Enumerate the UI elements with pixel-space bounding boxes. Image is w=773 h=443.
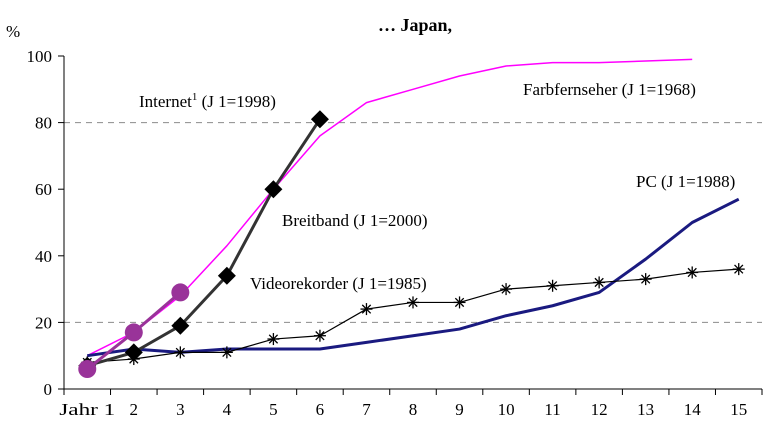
data-point-internet	[171, 316, 190, 335]
y-tick-label: 0	[44, 380, 53, 399]
series-internet	[78, 110, 329, 375]
data-point-videorekorder	[453, 296, 466, 309]
internet-annotation: Internet1 (J 1=1998)	[139, 91, 276, 111]
breitband-annotation: Breitband (J 1=2000)	[282, 211, 428, 230]
x-tick-label: 4	[223, 400, 232, 419]
y-tick-label: 100	[27, 47, 53, 66]
y-tick-label: 80	[35, 114, 52, 133]
data-point-videorekorder	[639, 273, 652, 286]
internet-label-name: Internet	[139, 92, 192, 111]
data-point-internet	[310, 110, 329, 129]
data-point-videorekorder	[220, 346, 233, 359]
data-point-videorekorder	[407, 296, 419, 309]
data-point-internet	[264, 180, 283, 199]
x-tick-label: 7	[362, 400, 371, 419]
y-tick-label: 40	[35, 247, 52, 266]
farbfernseher-annotation: Farbfernseher (J 1=1968)	[523, 80, 696, 99]
axes	[58, 55, 763, 395]
data-point-videorekorder	[360, 303, 373, 316]
x-tick-label: 15	[730, 400, 747, 419]
x-tick-label: 9	[455, 400, 464, 419]
internet-label-year: (J 1=1998)	[197, 92, 276, 111]
pc-annotation: PC (J 1=1988)	[636, 172, 735, 191]
series-lines	[78, 58, 745, 379]
series-annotations: Internet1 (J 1=1998) Farbfernseher (J 1=…	[139, 80, 735, 293]
y-tick-label: 20	[35, 313, 52, 332]
chart-title: … Japan,	[378, 15, 452, 35]
data-point-videorekorder	[732, 263, 745, 276]
x-tick-label: 12	[591, 400, 608, 419]
x-tick-labels: Jahr 1 2 3 4 5 6 7 8 9 10 11 12 13 14 15	[59, 400, 747, 419]
data-point-videorekorder	[593, 276, 606, 289]
series-line-pc	[87, 197, 740, 358]
x-tick-label: 14	[684, 400, 702, 419]
x-tick-label: 10	[498, 400, 515, 419]
series-farbfernseher	[86, 58, 693, 357]
x-tick-label: 2	[130, 400, 139, 419]
data-point-videorekorder	[313, 329, 326, 342]
y-tick-label: 60	[35, 180, 52, 199]
data-point-internet	[217, 266, 236, 285]
y-axis-unit-label: %	[6, 22, 20, 41]
series-videorekorder	[81, 263, 745, 369]
data-point-videorekorder	[267, 333, 280, 346]
x-tick-label: 5	[269, 400, 278, 419]
data-point-breitband	[171, 283, 190, 302]
series-breitband	[78, 283, 190, 379]
data-point-videorekorder	[686, 266, 699, 279]
x-tick-label: 11	[544, 400, 560, 419]
series-pc	[87, 197, 740, 358]
data-point-videorekorder	[174, 346, 187, 359]
videorekorder-annotation: Videorekorder (J 1=1985)	[250, 274, 427, 293]
data-point-internet	[124, 343, 143, 362]
x-tick-label: 13	[637, 400, 654, 419]
data-point-breitband	[124, 323, 143, 342]
y-tick-labels: 0 20 40 60 80 100	[27, 47, 53, 399]
data-point-breitband	[78, 360, 97, 379]
x-tick-label: 6	[316, 400, 325, 419]
internet-footnote-mark: 1	[192, 91, 198, 103]
data-point-videorekorder	[500, 283, 513, 296]
x-tick-label: Jahr 1	[59, 400, 115, 419]
series-line-farbfernseher	[86, 58, 693, 357]
x-tick-label: 3	[176, 400, 185, 419]
data-point-videorekorder	[546, 279, 559, 292]
series-line-internet	[86, 118, 322, 368]
x-tick-label: 8	[409, 400, 418, 419]
